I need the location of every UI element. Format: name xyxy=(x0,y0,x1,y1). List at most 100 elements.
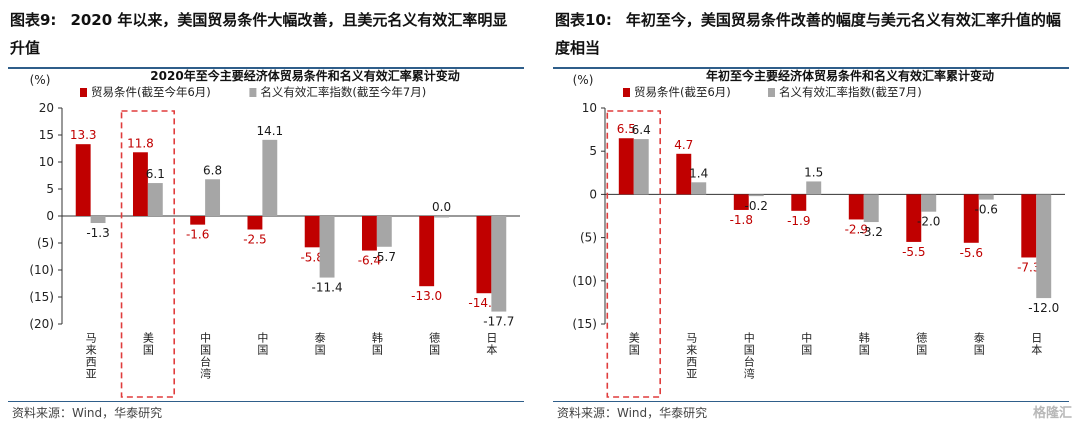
bar-fx xyxy=(921,194,937,212)
source-divider xyxy=(553,401,1069,402)
data-label: -1.8 xyxy=(730,213,753,227)
x-tick-label: 马来西亚 xyxy=(685,332,698,380)
bar-fx xyxy=(434,216,450,218)
data-label: -5.7 xyxy=(373,250,396,264)
x-tick-label: 德国 xyxy=(915,331,928,356)
bar-trade xyxy=(190,216,206,225)
data-label: 6.4 xyxy=(632,123,651,137)
y-tick-label: 10 xyxy=(582,101,597,115)
bar-trade xyxy=(247,216,263,230)
chart-title: 2020年至今主要经济体贸易条件和名义有效汇率累计变动 xyxy=(150,68,459,83)
watermark-logo: 格隆汇 xyxy=(1032,406,1072,421)
bar-trade xyxy=(618,138,634,195)
x-tick-label: 德国 xyxy=(428,331,441,356)
figure-title-text: 年初至今，美国贸易条件改善的幅度与美元名义有效汇率升值的幅度相当 xyxy=(555,11,1061,57)
figure-panel-right: 图表10: 年初至今，美国贸易条件改善的幅度与美元名义有效汇率升值的幅度相当 年初… xyxy=(545,0,1080,430)
x-tick-label-group: 韩国 xyxy=(857,331,870,356)
x-tick-label-group: 泰国 xyxy=(972,331,985,356)
y-tick-label: 5 xyxy=(589,144,597,158)
bar-trade xyxy=(132,152,148,216)
x-tick-label: 中国 xyxy=(256,332,269,356)
x-tick-label: 中国台湾 xyxy=(199,332,212,380)
y-tick-label: 5 xyxy=(46,182,54,196)
data-label: -1.9 xyxy=(787,214,810,228)
x-tick-label-group: 德国 xyxy=(915,331,928,356)
unit-label: (%) xyxy=(573,73,594,87)
bar-trade xyxy=(361,216,377,251)
data-label: 4.7 xyxy=(674,138,693,152)
y-tick-label: 0 xyxy=(589,187,597,201)
x-tick-label-group: 德国 xyxy=(428,331,441,356)
unit-label: (%) xyxy=(30,73,51,87)
x-tick-label: 美国 xyxy=(627,332,640,356)
data-label: -3.2 xyxy=(860,225,883,239)
figure-number: 图表10: xyxy=(555,11,612,29)
data-label: 1.4 xyxy=(689,166,708,180)
bar-trade xyxy=(419,216,435,287)
legend-label: 名义有效汇率指数(截至今年7月) xyxy=(260,85,426,99)
highlight-box xyxy=(606,110,662,398)
data-label: 11.8 xyxy=(127,136,154,150)
x-tick-label-group: 中国台湾 xyxy=(742,332,755,380)
legend-swatch xyxy=(80,88,87,97)
bar-trade xyxy=(963,194,979,243)
legend-swatch xyxy=(623,88,630,97)
figure-title: 图表9: 2020 年以来，美国贸易条件大幅改善，且美元名义有效汇率明显升值 xyxy=(10,6,520,62)
figure-number: 图表9: xyxy=(10,11,57,29)
x-tick-label-group: 中国 xyxy=(800,332,813,356)
bar-fx xyxy=(205,179,221,216)
x-tick-label-group: 中国 xyxy=(256,332,269,356)
bar-chart-left: 2020年至今主要经济体贸易条件和名义有效汇率累计变动 (%) 贸易条件(截至今年6… xyxy=(29,68,520,398)
x-tick-label: 马来西亚 xyxy=(84,332,97,380)
data-label: -12.0 xyxy=(1028,301,1059,315)
x-tick-label-group: 美国 xyxy=(627,332,640,356)
bar-fx xyxy=(633,139,649,195)
data-label: -11.4 xyxy=(312,281,343,295)
data-label: 6.5 xyxy=(617,122,636,136)
bar-trade xyxy=(304,216,320,248)
x-tick-label: 中国 xyxy=(800,332,813,356)
bar-fx xyxy=(262,139,278,216)
title-divider xyxy=(553,67,1069,69)
data-label: -17.7 xyxy=(483,315,514,329)
data-label: 1.5 xyxy=(804,165,823,179)
data-label: -1.3 xyxy=(86,226,109,240)
y-tick-label: 10 xyxy=(39,155,54,169)
x-tick-label: 中国台湾 xyxy=(742,332,755,380)
y-tick-label: (20) xyxy=(29,317,54,331)
bar-fx xyxy=(491,216,507,312)
source-divider xyxy=(8,401,524,402)
y-tick-label: (5) xyxy=(37,236,54,250)
figure-panel-left: 图表9: 2020 年以来，美国贸易条件大幅改善，且美元名义有效汇率明显升值 20… xyxy=(0,0,535,430)
data-label: -0.2 xyxy=(745,199,768,213)
data-label: 6.8 xyxy=(203,163,222,177)
x-tick-label-group: 中国台湾 xyxy=(199,332,212,380)
x-tick-label: 美国 xyxy=(141,332,154,356)
x-tick-label-group: 泰国 xyxy=(313,331,326,356)
legend-label: 贸易条件(截至6月) xyxy=(634,85,731,99)
bar-trade xyxy=(791,194,807,211)
x-tick-label: 泰国 xyxy=(972,331,985,356)
bar-fx xyxy=(806,181,822,195)
bar-fx xyxy=(147,183,163,216)
x-tick-label: 韩国 xyxy=(370,331,383,356)
x-tick-label: 韩国 xyxy=(857,331,870,356)
legend-swatch xyxy=(768,88,775,97)
bar-fx xyxy=(319,216,335,278)
data-label: -2.0 xyxy=(917,215,940,229)
data-label: -1.6 xyxy=(186,228,209,242)
y-tick-label: (15) xyxy=(572,317,597,331)
data-label: -13.0 xyxy=(411,289,442,303)
bar-fx xyxy=(1036,194,1052,299)
chart-title: 年初至今主要经济体贸易条件和名义有效汇率累计变动 xyxy=(706,68,994,83)
bar-fx xyxy=(748,194,764,197)
bar-chart-right: 年初至今主要经济体贸易条件和名义有效汇率累计变动 (%) 贸易条件(截至6月) 名义有… xyxy=(572,68,1065,398)
x-tick-label-group: 马来西亚 xyxy=(685,332,698,380)
data-label: -5.6 xyxy=(960,246,983,260)
data-label: 0.0 xyxy=(432,200,451,214)
y-tick-label: (15) xyxy=(29,290,54,304)
data-label: -5.8 xyxy=(300,250,323,264)
x-tick-label: 日本 xyxy=(485,332,498,356)
data-label: -2.5 xyxy=(243,233,266,247)
bar-fx xyxy=(863,194,879,223)
